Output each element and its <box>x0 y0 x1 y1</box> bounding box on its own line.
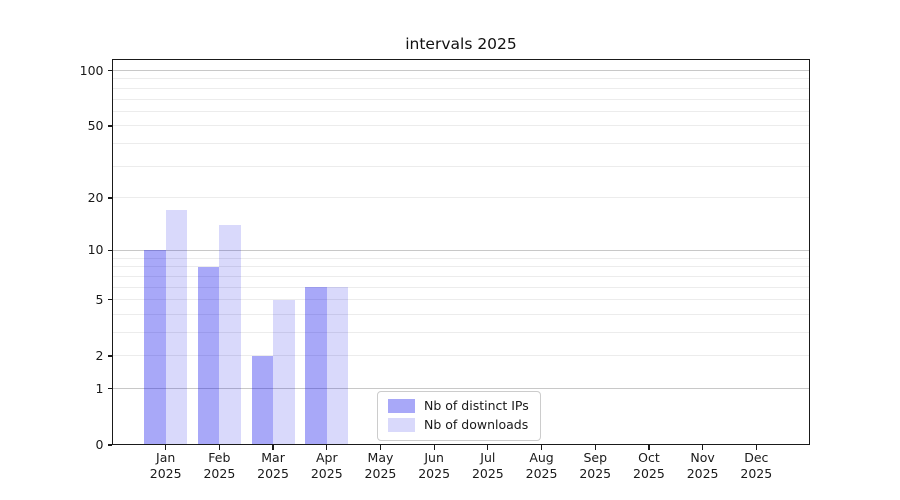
x-tick-mark <box>379 445 382 450</box>
x-tick-year: 2025 <box>203 465 236 481</box>
gridline-minor <box>112 266 810 268</box>
bar-downloads-apr <box>326 287 349 445</box>
y-tick-mark <box>107 355 112 357</box>
x-tick-label: Nov 2025 <box>673 450 733 481</box>
x-tick-year: 2025 <box>149 465 182 481</box>
x-tick-year: 2025 <box>471 465 504 481</box>
x-tick-mark <box>165 445 167 450</box>
x-tick-label: Oct 2025 <box>619 450 679 481</box>
gridline-minor <box>112 125 810 127</box>
y-tick-mark <box>107 197 112 199</box>
bar-ips-jan <box>144 250 166 445</box>
legend-swatch-downloads <box>388 418 415 432</box>
gridline-minor <box>112 165 810 167</box>
y-tick-label: 20 <box>87 189 104 205</box>
x-tick-mark <box>433 445 435 450</box>
gridline-minor <box>112 87 810 89</box>
y-tick-mark <box>107 388 112 390</box>
gridline-minor <box>112 286 810 288</box>
legend-label: Nb of distinct IPs <box>424 398 529 413</box>
gridline-major <box>112 70 810 71</box>
gridline-major <box>112 249 810 251</box>
gridline-minor <box>112 313 810 315</box>
legend-item-downloads: Nb of downloads <box>388 418 529 432</box>
x-tick-label: Feb 2025 <box>189 450 249 481</box>
y-tick-label: 50 <box>87 117 104 133</box>
bar-downloads-feb <box>219 225 241 445</box>
y-tick-mark <box>107 444 112 446</box>
x-tick-label: Dec 2025 <box>726 450 786 481</box>
gridline-minor <box>112 143 810 145</box>
bar-ips-apr <box>305 287 327 445</box>
legend-item-distinct-ips: Nb of distinct IPs <box>388 399 529 413</box>
y-tick-mark <box>107 69 112 72</box>
x-tick-label: Aug 2025 <box>512 450 572 481</box>
y-tick-mark <box>107 125 112 127</box>
x-tick-mark <box>487 445 489 450</box>
gridline-minor <box>112 332 810 333</box>
bar-downloads-mar <box>273 299 295 445</box>
x-tick-mark <box>272 445 274 450</box>
x-tick-label: Apr 2025 <box>297 450 357 481</box>
x-tick-year: 2025 <box>740 465 773 481</box>
x-tick-mark <box>648 445 650 450</box>
x-tick-label: Mar 2025 <box>243 450 303 481</box>
gridline-major <box>112 388 810 390</box>
y-tick-mark <box>107 298 112 301</box>
bar-ips-mar <box>251 355 274 445</box>
y-tick-label: 5 <box>95 291 104 307</box>
x-tick-label: May 2025 <box>350 450 410 481</box>
gridline-minor <box>112 78 810 80</box>
gridline-minor <box>112 257 810 259</box>
y-tick-label: 10 <box>87 242 104 258</box>
legend-swatch-distinct-ips <box>388 399 415 413</box>
y-tick-label: 100 <box>79 62 104 78</box>
x-tick-year: 2025 <box>310 465 343 481</box>
x-tick-mark <box>594 445 596 450</box>
x-tick-label: Sep 2025 <box>565 450 625 481</box>
y-tick-mark <box>107 249 112 252</box>
x-tick-label: Jan 2025 <box>136 450 196 481</box>
x-tick-mark <box>540 445 543 450</box>
x-tick-mark <box>755 445 757 450</box>
x-tick-mark <box>701 445 704 450</box>
x-tick-label: Jun 2025 <box>404 450 464 481</box>
gridline-minor <box>112 355 810 357</box>
x-tick-year: 2025 <box>364 465 397 481</box>
bar-downloads-jan <box>165 210 188 445</box>
legend-label: Nb of downloads <box>424 417 529 432</box>
y-tick-label: 1 <box>95 380 104 396</box>
x-tick-mark <box>218 445 221 450</box>
x-tick-year: 2025 <box>525 465 558 481</box>
x-tick-label: Jul 2025 <box>458 450 518 481</box>
gridline-minor <box>112 110 810 112</box>
gridline-minor <box>112 299 810 301</box>
gridline-minor <box>112 197 810 199</box>
chart-title: intervals 2025 <box>405 35 517 53</box>
x-tick-year: 2025 <box>579 465 612 481</box>
x-tick-mark <box>326 445 328 450</box>
y-tick-label: 0 <box>95 437 104 452</box>
gridline-minor <box>112 275 810 277</box>
x-tick-year: 2025 <box>257 465 289 481</box>
y-tick-label: 2 <box>95 347 104 363</box>
x-tick-year: 2025 <box>633 465 665 481</box>
x-tick-year: 2025 <box>686 465 719 481</box>
gridline-minor <box>112 98 810 100</box>
legend: Nb of distinct IPs Nb of downloads <box>377 391 541 441</box>
plot-area <box>112 59 810 445</box>
x-tick-year: 2025 <box>418 465 451 481</box>
bar-ips-feb <box>197 266 220 445</box>
